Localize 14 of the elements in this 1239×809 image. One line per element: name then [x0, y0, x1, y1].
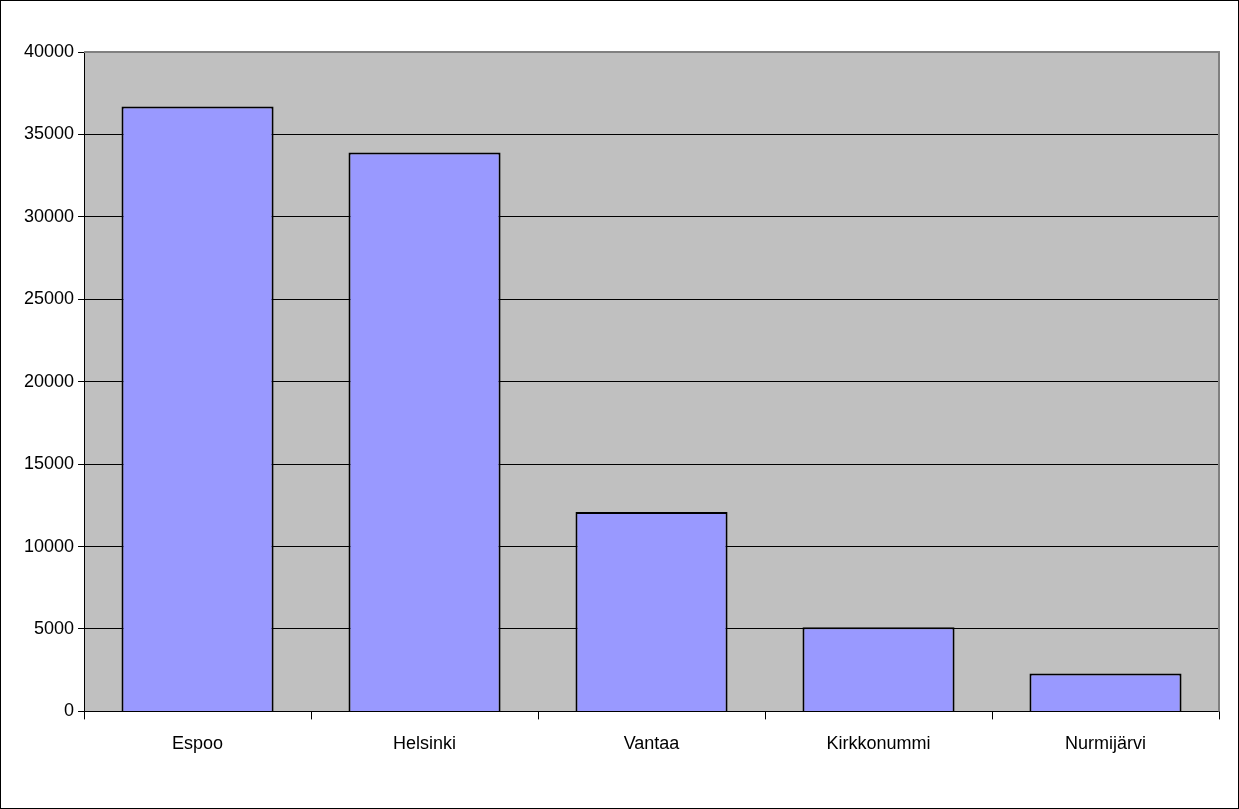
x-tick-label: Vantaa: [623, 733, 681, 754]
y-tick-label: 20000: [23, 370, 75, 391]
y-tick-label: 10000: [23, 535, 75, 556]
y-tick-label: 40000: [23, 40, 75, 61]
y-tick-label: 25000: [23, 288, 75, 309]
x-tick-label: Nurmijärvi: [1065, 733, 1147, 754]
x-tick-label: Helsinki: [393, 733, 457, 754]
x-tick-label: Espoo: [172, 733, 224, 754]
x-tick-label: Kirkkonummi: [826, 733, 931, 754]
y-tick-label: 15000: [23, 453, 75, 474]
y-tick-label: 0: [64, 700, 75, 721]
y-tick-label: 5000: [34, 617, 75, 638]
y-tick-label: 35000: [23, 123, 75, 144]
y-tick-label: 30000: [23, 205, 75, 226]
